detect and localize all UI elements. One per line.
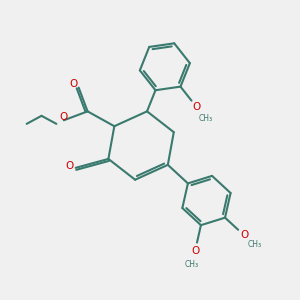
Text: O: O: [191, 246, 199, 256]
Text: O: O: [69, 79, 77, 89]
Text: O: O: [193, 102, 201, 112]
Text: CH₃: CH₃: [185, 260, 199, 269]
Text: O: O: [65, 161, 73, 171]
Text: CH₃: CH₃: [198, 114, 212, 123]
Text: O: O: [60, 112, 68, 122]
Text: CH₃: CH₃: [248, 240, 262, 249]
Text: O: O: [240, 230, 248, 240]
